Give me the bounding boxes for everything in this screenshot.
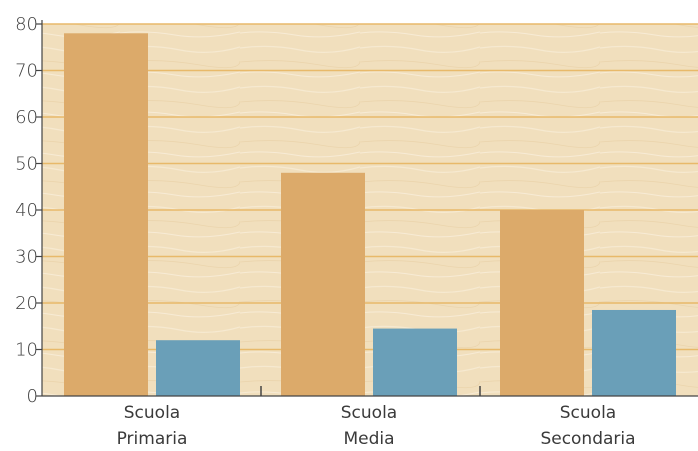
category-label-1-line1: Scuola — [341, 403, 397, 423]
y-tick-label-10: 10 — [15, 340, 38, 361]
bar-series1-1 — [281, 172, 365, 396]
axes — [36, 20, 698, 397]
bar-series2-1 — [373, 328, 457, 396]
y-tick-label-50: 50 — [15, 154, 38, 175]
category-label-0-line2: Primaria — [117, 429, 188, 449]
bar-series1-0 — [64, 33, 148, 397]
category-label-2-line1: Scuola — [560, 403, 616, 423]
y-tick-labels: 0 10 20 30 40 50 60 70 80 — [15, 14, 38, 407]
category-label-0-line1: Scuola — [124, 403, 180, 423]
y-tick-label-20: 20 — [15, 293, 38, 314]
category-label-2-line2: Secondaria — [540, 429, 635, 449]
y-tick-label-70: 70 — [15, 61, 38, 82]
y-tick-label-40: 40 — [15, 200, 38, 221]
y-tick-label-0: 0 — [27, 386, 38, 407]
category-label-1-line2: Media — [343, 429, 394, 449]
category-labels: Scuola Primaria Scuola Media Scuola Secondari… — [117, 403, 636, 449]
bar-series2-2 — [592, 309, 676, 396]
bar-series2-0 — [156, 340, 240, 396]
bars — [64, 33, 676, 397]
y-tick-label-60: 60 — [15, 107, 38, 128]
gridlines — [42, 23, 698, 351]
y-tick-label-30: 30 — [15, 247, 38, 268]
bar-series1-2 — [500, 210, 584, 396]
y-tick-label-80: 80 — [15, 14, 38, 35]
